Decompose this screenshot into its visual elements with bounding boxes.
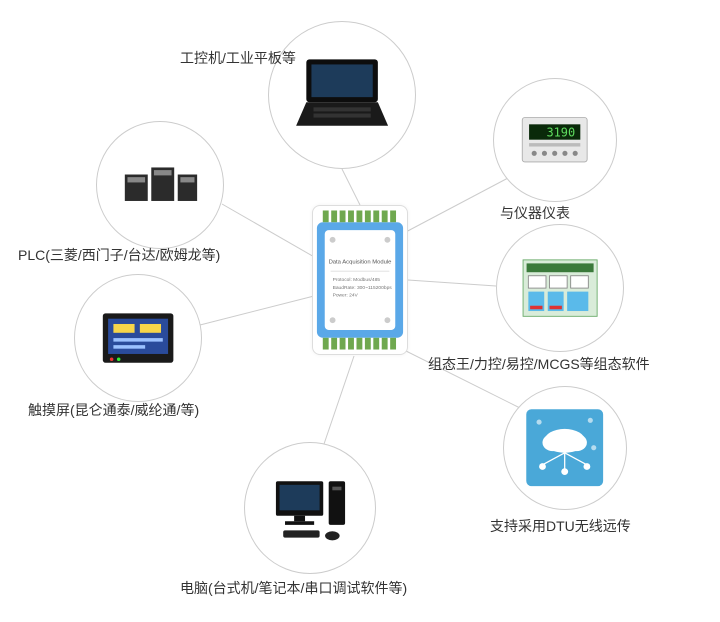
svg-text:BaudRate: 300~115200bps: BaudRate: 300~115200bps [333,285,393,291]
data-acquisition-module-icon: Data Acquisition Module Protocol: Modbus… [313,206,407,354]
scada-screen-icon [516,244,604,332]
cloud-iot-icon [522,405,607,490]
node-plc [96,121,224,249]
desktop-pc-icon [265,463,356,554]
svg-text:3190: 3190 [547,126,576,140]
node-hmi [74,274,202,402]
laptop-rugged-icon [291,44,393,146]
label-plc: PLC(三菱/西门子/台达/欧姆龙等) [18,245,220,265]
label-dtu: 支持采用DTU无线远传 [490,516,631,536]
weighing-meter-icon: 3190 [512,97,597,182]
node-pc [244,442,376,574]
svg-text:Protocol: Modbus/485: Protocol: Modbus/485 [333,277,381,283]
node-meter: 3190 [493,78,617,202]
plc-modules-icon [116,141,204,229]
center-module: Data Acquisition Module Protocol: Modbus… [312,205,408,355]
label-pc: 电脑(台式机/笔记本/串口调试软件等) [180,578,407,598]
label-meter: 与仪器仪表 [500,203,570,223]
label-hmi: 触摸屏(昆仑通泰/威纶通/等) [28,400,199,420]
label-scada: 组态王/力控/易控/MCGS等组态软件 [428,354,650,374]
hmi-panel-icon [94,294,182,382]
node-dtu [503,386,627,510]
svg-text:Data Acquisition Module: Data Acquisition Module [329,259,392,265]
node-scada [496,224,624,352]
label-ipc: 工控机/工业平板等 [180,48,296,68]
node-ipc [268,21,416,169]
svg-text:Power: 24V: Power: 24V [333,293,359,299]
